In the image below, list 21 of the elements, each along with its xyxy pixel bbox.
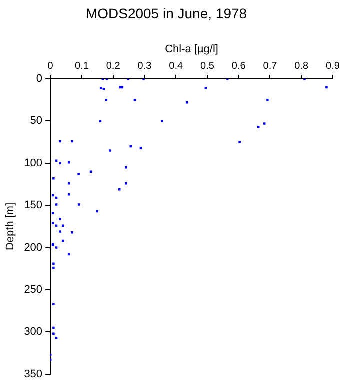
y-tick-label: 0 bbox=[36, 73, 43, 86]
x-tick-label: 0.1 bbox=[74, 60, 90, 72]
y-tick-label: 200 bbox=[24, 242, 43, 254]
y-tick-label: 350 bbox=[24, 368, 43, 380]
y-tick-label: 150 bbox=[24, 200, 43, 212]
x-tick-label: 0.4 bbox=[169, 60, 184, 72]
y-tick-label: 300 bbox=[24, 326, 43, 338]
x-tick-label: 0.3 bbox=[138, 60, 152, 72]
x-axis-title: Chl-a [µg/l] bbox=[165, 43, 218, 56]
x-tick-label: 0 bbox=[48, 60, 54, 72]
x-tick-label: 0.9 bbox=[326, 60, 340, 72]
x-tick-label: 0.8 bbox=[294, 60, 310, 72]
x-tick-label: 0.7 bbox=[263, 60, 278, 72]
y-tick-label: 50 bbox=[30, 115, 43, 128]
chart-title: MODS2005 in June, 1978 bbox=[86, 5, 248, 22]
x-tick-label: 0.5 bbox=[200, 60, 215, 72]
y-axis-title: Depth [m] bbox=[4, 202, 17, 251]
x-tick-label: 0.2 bbox=[106, 60, 121, 72]
y-tick-label: 100 bbox=[24, 157, 43, 170]
x-tick-label: 0.6 bbox=[232, 60, 246, 72]
y-tick-label: 250 bbox=[24, 284, 43, 296]
